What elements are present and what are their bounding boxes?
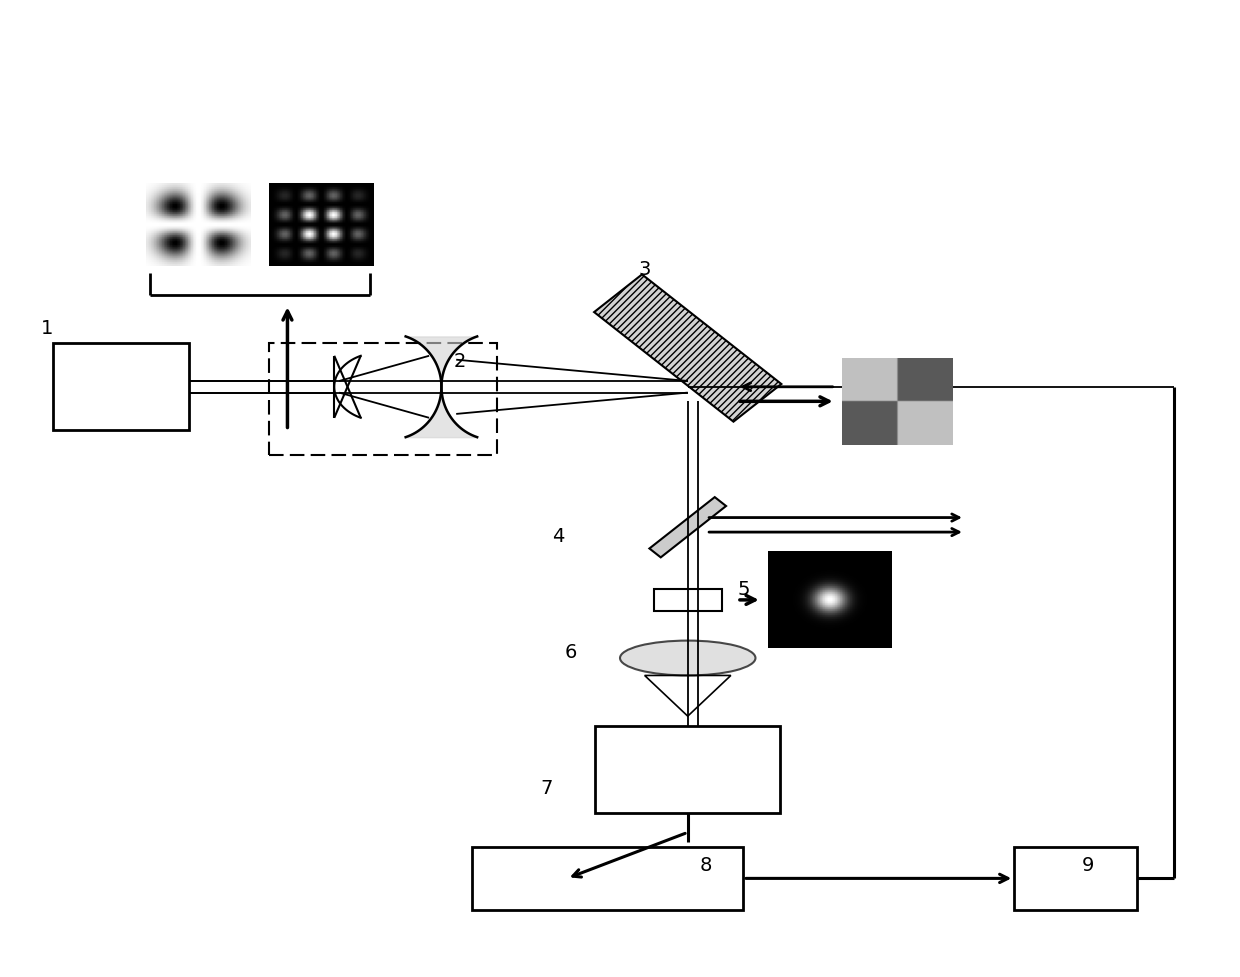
Text: 7: 7 [539, 779, 552, 797]
Text: 5: 5 [737, 580, 749, 599]
Bar [472, 847, 743, 910]
Polygon shape [594, 275, 781, 422]
Text: 3: 3 [639, 261, 651, 279]
Bar [595, 726, 780, 813]
Bar [53, 343, 188, 431]
Bar [269, 343, 497, 454]
Bar [653, 589, 722, 611]
Text: 4: 4 [552, 527, 564, 546]
Text: 9: 9 [1081, 856, 1094, 875]
Ellipse shape [620, 641, 755, 675]
Text: 8: 8 [701, 856, 713, 875]
Text: 1: 1 [41, 319, 53, 337]
Text: 2: 2 [454, 353, 466, 371]
Bar [1014, 847, 1137, 910]
Text: 6: 6 [564, 643, 577, 662]
Polygon shape [650, 497, 727, 558]
